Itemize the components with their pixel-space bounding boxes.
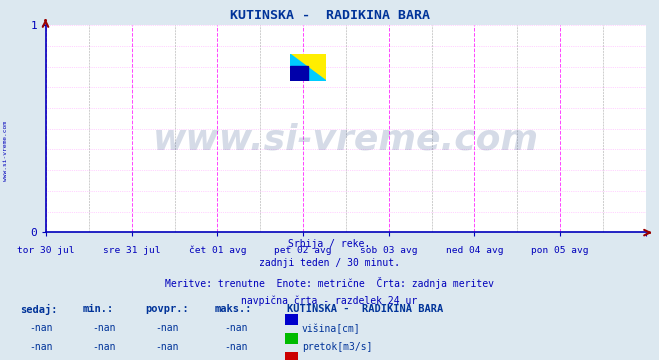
Text: pon 05 avg: pon 05 avg [531, 246, 589, 255]
Text: sre 31 jul: sre 31 jul [103, 246, 161, 255]
Text: -nan: -nan [30, 342, 53, 352]
Text: navpična črta - razdelek 24 ur: navpična črta - razdelek 24 ur [241, 296, 418, 306]
Text: ned 04 avg: ned 04 avg [445, 246, 503, 255]
Text: pet 02 avg: pet 02 avg [274, 246, 332, 255]
Text: -nan: -nan [30, 323, 53, 333]
Text: pretok[m3/s]: pretok[m3/s] [302, 342, 372, 352]
Polygon shape [290, 54, 326, 81]
Text: www.si-vreme.com: www.si-vreme.com [3, 121, 9, 181]
Text: KUTINSKA -  RADIKINA BARA: KUTINSKA - RADIKINA BARA [229, 9, 430, 22]
Text: povpr.:: povpr.: [145, 304, 188, 314]
Text: višina[cm]: višina[cm] [302, 323, 360, 334]
Text: maks.:: maks.: [214, 304, 252, 314]
Text: sedaj:: sedaj: [20, 304, 57, 315]
Text: zadnji teden / 30 minut.: zadnji teden / 30 minut. [259, 258, 400, 268]
Text: -nan: -nan [224, 323, 248, 333]
Text: -nan: -nan [92, 323, 116, 333]
Text: min.:: min.: [82, 304, 113, 314]
Text: -nan: -nan [224, 342, 248, 352]
Text: sob 03 avg: sob 03 avg [360, 246, 418, 255]
Text: Meritve: trenutne  Enote: metrične  Črta: zadnja meritev: Meritve: trenutne Enote: metrične Črta: … [165, 277, 494, 289]
Text: -nan: -nan [155, 323, 179, 333]
Text: -nan: -nan [155, 342, 179, 352]
Polygon shape [290, 66, 308, 81]
Text: -nan: -nan [92, 342, 116, 352]
Text: Srbija / reke.: Srbija / reke. [289, 239, 370, 249]
Text: tor 30 jul: tor 30 jul [17, 246, 75, 255]
Text: čet 01 avg: čet 01 avg [188, 246, 246, 255]
Text: KUTINSKA -  RADIKINA BARA: KUTINSKA - RADIKINA BARA [287, 304, 443, 314]
Polygon shape [290, 54, 326, 81]
Text: www.si-vreme.com: www.si-vreme.com [153, 122, 539, 156]
